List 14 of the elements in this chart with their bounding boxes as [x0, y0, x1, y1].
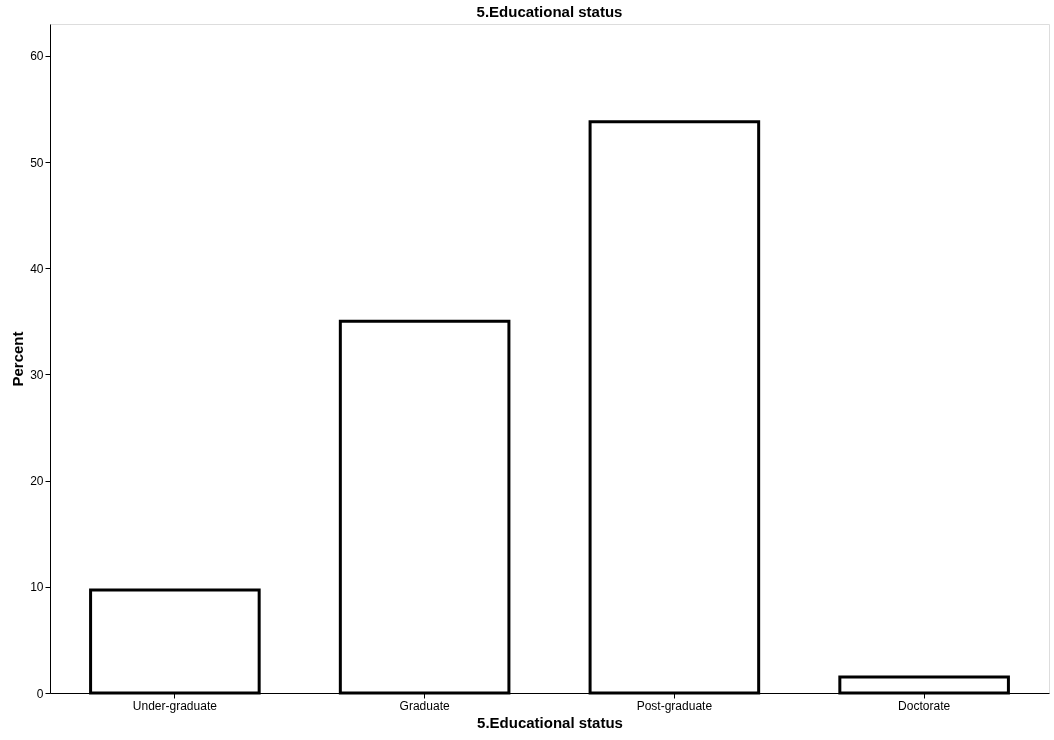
- y-tick-label: 10: [30, 580, 44, 595]
- y-axis-title: Percent: [9, 331, 27, 387]
- y-tick-label: 50: [30, 155, 44, 170]
- chart-title: 5.Educational status: [476, 3, 623, 20]
- x-tick-label: Post-graduate: [636, 698, 713, 713]
- y-tick-label: 0: [36, 686, 44, 701]
- y-tick-label: 60: [30, 49, 44, 64]
- x-tick-label: Graduate: [399, 698, 450, 713]
- x-tick-label: Under-graduate: [132, 698, 218, 713]
- x-tick-label: Doctorate: [898, 698, 951, 713]
- y-tick-label: 40: [30, 261, 44, 276]
- y-tick-label: 20: [30, 474, 44, 489]
- x-axis-title: 5.Educational status: [477, 713, 623, 731]
- y-tick-label: 30: [30, 367, 44, 382]
